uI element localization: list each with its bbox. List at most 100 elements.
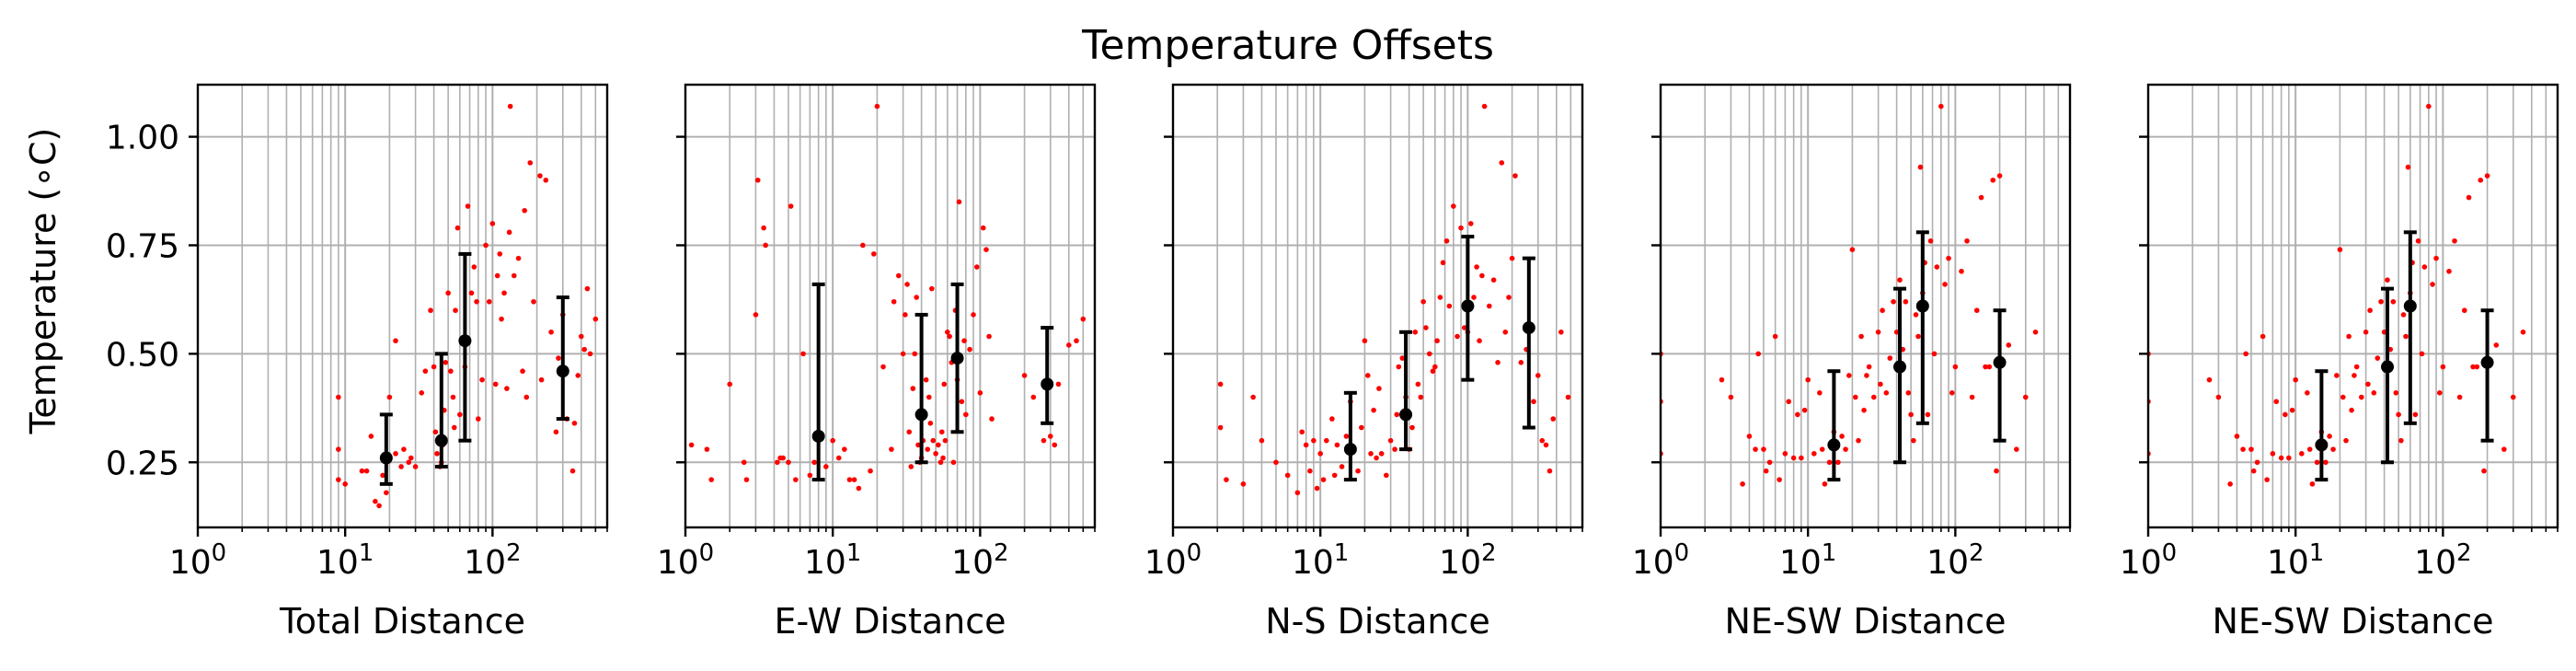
scatter-point: [453, 307, 458, 314]
scatter-point: [2415, 237, 2421, 244]
scatter-point: [2240, 446, 2246, 452]
scatter-point: [1535, 373, 1541, 378]
scatter-point: [408, 455, 414, 461]
errorbar-mean-point: [379, 451, 393, 465]
scatter-point: [489, 221, 496, 226]
scatter-point: [2405, 164, 2411, 170]
scatter-point: [2440, 364, 2446, 370]
errorbar-marker: [2381, 286, 2395, 465]
scatter-point: [2398, 437, 2404, 444]
scatter-point: [2323, 459, 2329, 466]
scatter-point: [2243, 351, 2248, 357]
scatter-point: [1455, 333, 1460, 340]
scatter-point: [1761, 446, 1766, 452]
scatter-point: [1938, 103, 1944, 110]
scatter-point: [1432, 364, 1438, 370]
scatter-point: [2510, 394, 2516, 400]
y-axis-label: Temperature (∘C): [23, 128, 63, 435]
errorbar-marker: [379, 412, 393, 486]
scatter-point: [1317, 451, 1323, 457]
scatter-point: [1299, 429, 1305, 435]
y-tick-label: 0.50: [106, 336, 179, 374]
scatter-point: [811, 459, 817, 466]
scatter-point: [587, 351, 593, 357]
scatter-point: [1719, 376, 1725, 383]
scatter-point: [1952, 364, 1959, 370]
y-tick-label: 1.00: [106, 120, 179, 157]
scatter-point: [1897, 277, 1903, 283]
errorbar-marker: [1993, 308, 2007, 443]
scatter-point: [515, 255, 522, 261]
scatter-point: [592, 316, 599, 322]
axes-frame: [196, 83, 609, 529]
scatter-point: [851, 477, 857, 482]
scatter-point: [930, 437, 937, 444]
errorbar-mean-point: [556, 364, 569, 378]
grid: [2148, 85, 2558, 527]
panel-3: 100 101 102 N-S Distance: [1144, 83, 1584, 642]
scatter-point: [1905, 390, 1912, 396]
scatter-point: [492, 381, 499, 388]
scatter-point: [1883, 390, 1890, 396]
scatter-point: [2436, 390, 2443, 396]
scatter-point: [1518, 360, 1524, 365]
scatter-point: [1303, 442, 1309, 448]
scatter-point: [1983, 364, 1988, 370]
errorbar-marker: [1827, 369, 1841, 482]
scatter-point: [880, 364, 886, 370]
grid: [198, 85, 607, 527]
grid: [1173, 85, 1582, 527]
scatter-point: [1065, 342, 1072, 348]
scatter-point: [2014, 446, 2019, 452]
scatter-point: [923, 376, 929, 383]
errorbar-marker: [1041, 326, 1054, 425]
scatter-point: [336, 394, 341, 400]
scatter-point: [1843, 446, 1848, 452]
scatter-point: [2474, 364, 2480, 370]
scatter-point: [2264, 477, 2270, 482]
scatter-point: [520, 368, 525, 375]
scatter-point: [537, 173, 543, 179]
scatter-point: [945, 329, 950, 335]
scatter-point: [2022, 394, 2029, 400]
scatter-point: [1913, 312, 1919, 318]
scatter-point: [454, 225, 461, 231]
axes-frame: [2146, 83, 2559, 529]
scatter-point: [967, 346, 972, 353]
scatter-point: [1434, 338, 1440, 344]
errorbar-marker: [950, 282, 964, 434]
scatter-point: [2396, 411, 2401, 418]
scatter-point: [2309, 481, 2316, 487]
scatter-point: [486, 298, 492, 305]
scatter-point: [336, 446, 341, 452]
scatter-point: [959, 399, 965, 405]
scatter-point: [538, 376, 545, 383]
x-axis-label: N-S Distance: [1265, 601, 1490, 642]
x-tick-label: 100: [2120, 539, 2177, 582]
scatter-point: [2273, 399, 2280, 405]
scatter-point: [1339, 464, 1345, 469]
scatter-point: [2293, 376, 2298, 383]
scatter-point: [938, 429, 945, 435]
scatter-point: [1412, 329, 1419, 335]
scatter-point: [412, 464, 419, 469]
scatter-point: [1387, 437, 1394, 444]
scatter-point: [1801, 407, 1808, 413]
scatter-point: [2289, 407, 2295, 413]
scatter-point: [807, 472, 813, 479]
scatter-point: [2006, 342, 2012, 348]
scatter-point: [889, 446, 894, 452]
scatter-point: [1334, 442, 1340, 448]
plot-area: [336, 103, 599, 509]
scatter-point: [2215, 394, 2222, 400]
scatter-point: [896, 272, 902, 279]
scatter-point: [522, 207, 527, 214]
axes-frame: [1171, 83, 1584, 529]
scatter-point: [468, 290, 475, 296]
errorbar-mean-point: [1041, 377, 1054, 391]
scatter-point: [830, 437, 835, 444]
errorbar-marker: [1399, 330, 1413, 452]
scatter-point: [1925, 411, 1931, 418]
errorbar-mean-point: [1522, 321, 1535, 335]
scatter-point: [1512, 173, 1518, 179]
